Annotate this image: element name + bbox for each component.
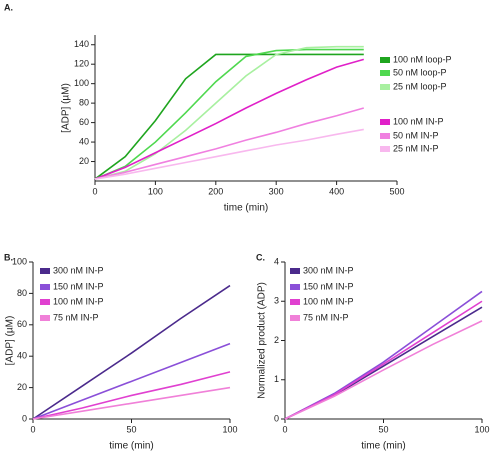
series-line: [94, 53, 364, 180]
y-tick-label: 140: [74, 39, 89, 49]
y-tick-label: 60: [79, 117, 89, 127]
legend-swatch: [290, 299, 300, 305]
legend-label: 100 nM IN-P: [303, 296, 354, 306]
y-tick-label: 2: [274, 335, 279, 345]
legend-label: 25 nM IN-P: [393, 143, 439, 153]
y-axis-label: [ADP] (µM): [5, 316, 16, 366]
legend-swatch: [40, 268, 50, 274]
panel-label: C.: [256, 252, 265, 262]
series-line: [32, 371, 231, 420]
legend-swatch: [290, 268, 300, 274]
legend-label: 300 nM IN-P: [53, 265, 104, 275]
series-line: [94, 48, 364, 180]
y-tick-label: 60: [17, 319, 27, 329]
x-tick-label: 0: [282, 424, 287, 434]
series-line: [94, 45, 364, 180]
y-tick-label: 40: [79, 136, 89, 146]
y-tick-label: 120: [74, 59, 89, 69]
legend-swatch: [380, 146, 390, 152]
series-line: [284, 300, 483, 420]
legend-swatch: [380, 84, 390, 90]
y-tick-label: 4: [274, 256, 279, 266]
x-tick-label: 100: [474, 424, 489, 434]
x-axis-label: time (min): [224, 203, 268, 214]
legend-label: 150 nM IN-P: [303, 281, 354, 291]
x-tick-label: 100: [148, 186, 163, 196]
x-tick-label: 300: [269, 186, 284, 196]
legend-label: 75 nM IN-P: [303, 312, 349, 322]
series-line: [32, 284, 231, 420]
series-line: [284, 320, 483, 420]
series-line: [32, 342, 231, 420]
x-tick-label: 200: [208, 186, 223, 196]
series-line: [284, 290, 483, 420]
x-tick-label: 500: [389, 186, 404, 196]
series-line: [94, 107, 365, 180]
legend-swatch: [40, 315, 50, 321]
legend-label: 50 nM loop-P: [393, 67, 447, 77]
x-axis-label: time (min): [361, 441, 405, 452]
y-tick-label: 40: [17, 351, 27, 361]
legend-label: 50 nM IN-P: [393, 130, 439, 140]
legend-swatch: [380, 119, 390, 125]
legend-swatch: [380, 133, 390, 139]
series-line: [94, 128, 364, 180]
y-tick-label: 0: [22, 413, 27, 423]
legend-label: 300 nM IN-P: [303, 265, 354, 275]
y-tick-label: 100: [74, 78, 89, 88]
y-tick-label: 3: [274, 296, 279, 306]
y-tick-label: 80: [17, 288, 27, 298]
x-tick-label: 50: [378, 424, 388, 434]
series-line: [32, 386, 231, 420]
series-line: [284, 306, 483, 420]
y-tick-label: 20: [79, 156, 89, 166]
y-tick-label: 20: [17, 382, 27, 392]
y-axis-label: [ADP] (µM): [61, 83, 72, 133]
legend-label: 100 nM loop-P: [393, 54, 452, 64]
legend-label: 100 nM IN-P: [53, 296, 104, 306]
y-axis-label: Normalized product (ADP): [257, 282, 268, 399]
x-axis-label: time (min): [109, 441, 153, 452]
legend-swatch: [290, 315, 300, 321]
legend-swatch: [40, 284, 50, 290]
legend-label: 100 nM IN-P: [393, 116, 444, 126]
panel-label: A.: [4, 2, 13, 12]
legend-swatch: [380, 70, 390, 76]
x-tick-label: 0: [30, 424, 35, 434]
y-tick-label: 100: [12, 256, 27, 266]
legend-label: 150 nM IN-P: [53, 281, 104, 291]
legend-swatch: [290, 284, 300, 290]
x-tick-label: 100: [222, 424, 237, 434]
y-tick-label: 1: [274, 374, 279, 384]
legend-swatch: [380, 57, 390, 63]
x-tick-label: 400: [329, 186, 344, 196]
legend-label: 25 nM loop-P: [393, 81, 447, 91]
y-tick-label: 80: [79, 98, 89, 108]
x-tick-label: 0: [92, 186, 97, 196]
legend-swatch: [40, 299, 50, 305]
panel-label: B.: [4, 252, 13, 262]
y-tick-label: 0: [274, 413, 279, 423]
x-tick-label: 50: [126, 424, 136, 434]
legend-label: 75 nM IN-P: [53, 312, 99, 322]
series-line: [94, 58, 365, 180]
